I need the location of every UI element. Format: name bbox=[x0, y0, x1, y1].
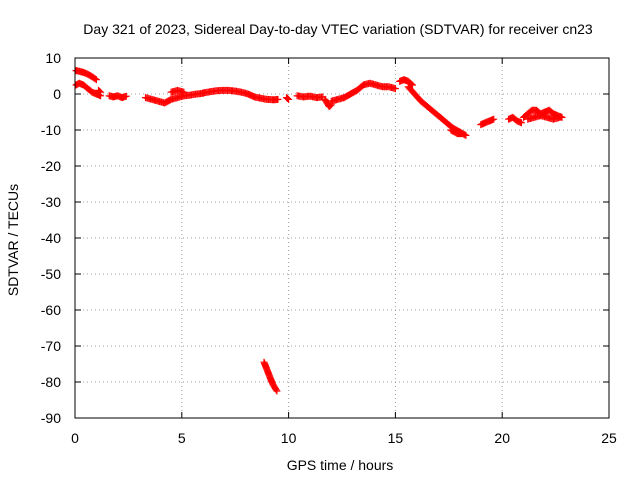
data-point bbox=[272, 386, 280, 394]
data-point bbox=[180, 88, 188, 96]
data-point bbox=[97, 88, 105, 96]
y-axis-label: SDTVAR / TECUs bbox=[5, 184, 21, 296]
data-point bbox=[458, 130, 466, 138]
axis-ticks bbox=[74, 57, 610, 419]
y-tick-label: -40 bbox=[41, 230, 61, 246]
x-tick-label: 15 bbox=[388, 430, 404, 446]
data-point bbox=[273, 387, 281, 395]
data-points bbox=[72, 67, 566, 395]
data-point bbox=[490, 115, 498, 123]
y-tick-labels: 10 0 -10 -20 -30 -40 -50 -60 -70 -80 -90 bbox=[41, 50, 61, 426]
y-tick-label: 10 bbox=[45, 50, 61, 66]
y-tick-label: -90 bbox=[41, 410, 61, 426]
y-tick-label: -50 bbox=[41, 266, 61, 282]
x-tick-labels: 0 5 10 15 20 25 bbox=[71, 430, 617, 446]
y-tick-label: -10 bbox=[41, 122, 61, 138]
data-point bbox=[91, 75, 99, 83]
x-axis-label: GPS time / hours bbox=[287, 457, 394, 473]
data-point bbox=[274, 95, 282, 103]
x-tick-label: 10 bbox=[281, 430, 297, 446]
x-tick-label: 5 bbox=[178, 430, 186, 446]
data-point bbox=[96, 87, 104, 95]
y-tick-label: -80 bbox=[41, 374, 61, 390]
data-point bbox=[391, 85, 399, 93]
y-tick-label: -30 bbox=[41, 194, 61, 210]
data-point bbox=[556, 113, 564, 121]
data-point bbox=[517, 119, 525, 127]
chart-title: Day 321 of 2023, Sidereal Day-to-day VTE… bbox=[83, 21, 593, 37]
data-point bbox=[284, 95, 291, 102]
grid-lines bbox=[75, 58, 609, 418]
data-point bbox=[326, 102, 334, 110]
y-tick-label: -20 bbox=[41, 158, 61, 174]
x-tick-label: 0 bbox=[71, 430, 79, 446]
y-tick-label: 0 bbox=[53, 86, 61, 102]
y-tick-label: -70 bbox=[41, 338, 61, 354]
x-tick-label: 25 bbox=[601, 430, 617, 446]
y-tick-label: -60 bbox=[41, 302, 61, 318]
data-point bbox=[122, 92, 130, 100]
x-tick-label: 20 bbox=[494, 430, 510, 446]
data-point bbox=[285, 95, 293, 103]
data-point bbox=[92, 76, 100, 84]
data-point bbox=[462, 131, 470, 139]
